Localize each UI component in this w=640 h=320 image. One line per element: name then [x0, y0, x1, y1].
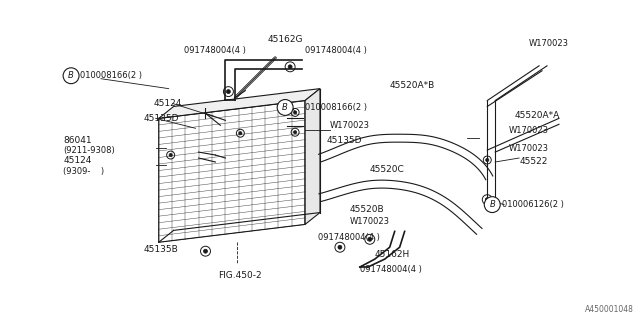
Circle shape	[288, 65, 292, 69]
Text: FIG.450-2: FIG.450-2	[218, 271, 262, 281]
Text: 86041: 86041	[63, 136, 92, 145]
Circle shape	[277, 100, 293, 116]
Circle shape	[294, 111, 297, 114]
Text: W170023: W170023	[330, 121, 370, 130]
Text: 091748004(4 ): 091748004(4 )	[318, 233, 380, 242]
Text: 45135D: 45135D	[144, 114, 179, 123]
Text: 45520C: 45520C	[370, 165, 404, 174]
Polygon shape	[159, 89, 320, 118]
Text: (9309-    ): (9309- )	[63, 167, 104, 176]
Text: W170023: W170023	[509, 144, 549, 153]
Circle shape	[169, 154, 172, 156]
Text: 091748004(4 ): 091748004(4 )	[305, 46, 367, 55]
Circle shape	[368, 237, 372, 241]
Text: 45520A*A: 45520A*A	[514, 111, 559, 120]
Text: B: B	[68, 71, 74, 80]
Polygon shape	[305, 89, 320, 224]
Circle shape	[294, 131, 297, 134]
Text: 010008166(2 ): 010008166(2 )	[305, 103, 367, 112]
Circle shape	[227, 90, 230, 93]
Text: 45162H: 45162H	[375, 250, 410, 259]
Text: A450001048: A450001048	[585, 305, 634, 314]
Text: W170023: W170023	[529, 38, 569, 48]
Text: 45135D: 45135D	[327, 136, 362, 145]
Text: 45522: 45522	[519, 157, 547, 166]
Circle shape	[485, 198, 489, 202]
Circle shape	[239, 132, 242, 135]
Circle shape	[486, 158, 489, 162]
Circle shape	[484, 197, 500, 212]
Text: 45520B: 45520B	[350, 205, 385, 214]
Circle shape	[338, 245, 342, 249]
Text: 45520A*B: 45520A*B	[390, 81, 435, 90]
Text: 45162G: 45162G	[268, 35, 303, 44]
Text: W170023: W170023	[509, 126, 549, 135]
Text: 45124: 45124	[63, 156, 92, 165]
Text: 010006126(2 ): 010006126(2 )	[502, 200, 564, 209]
Text: 091748004(4 ): 091748004(4 )	[360, 265, 422, 274]
Text: 45124: 45124	[154, 99, 182, 108]
Text: 45135B: 45135B	[144, 245, 179, 254]
Text: 091748004(4 ): 091748004(4 )	[184, 46, 246, 55]
Text: 010008166(2 ): 010008166(2 )	[80, 71, 142, 80]
Text: B: B	[282, 103, 288, 112]
Circle shape	[63, 68, 79, 84]
Circle shape	[204, 249, 207, 253]
Text: B: B	[490, 200, 495, 209]
Text: (9211-9308): (9211-9308)	[63, 146, 115, 155]
Text: W170023: W170023	[350, 217, 390, 226]
